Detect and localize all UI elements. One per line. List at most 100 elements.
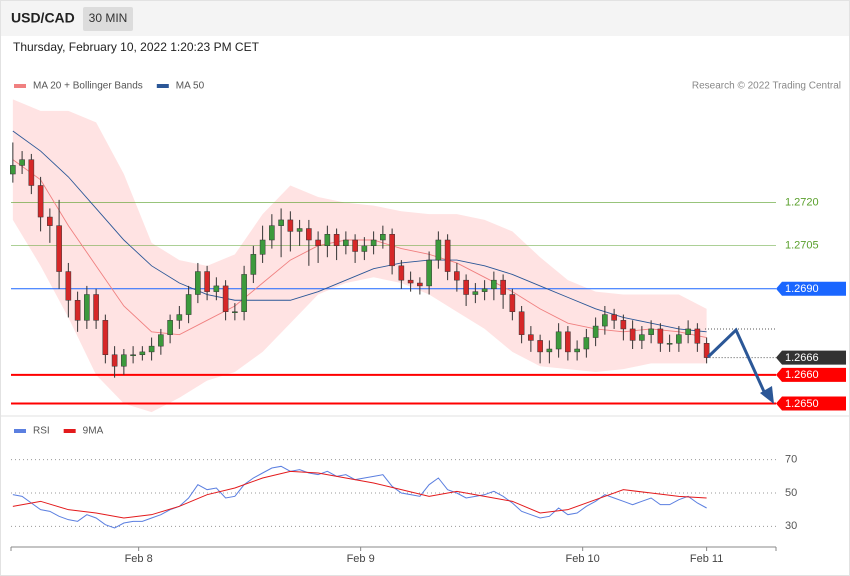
candle-body xyxy=(380,234,386,241)
level-label: 1.2690 xyxy=(785,283,819,295)
candle-body xyxy=(306,228,312,241)
indicator-line xyxy=(12,470,707,519)
candle-body xyxy=(657,328,664,344)
candle-body xyxy=(500,279,506,295)
candle-body xyxy=(398,265,405,281)
candle-body xyxy=(333,234,340,246)
candle-body xyxy=(232,311,238,313)
candle-body xyxy=(639,334,645,341)
candle-body xyxy=(65,271,72,301)
candle-body xyxy=(629,328,636,341)
candle-body xyxy=(213,285,220,292)
candle-body xyxy=(315,239,321,246)
candle-body xyxy=(241,274,247,312)
forecast-arrowhead xyxy=(760,386,774,404)
timestamp: Thursday, February 10, 2022 1:20:23 PM C… xyxy=(13,40,260,54)
candle-body xyxy=(111,354,118,367)
legend-label: MA 20 + Bollinger Bands xyxy=(33,81,143,92)
y-tick-label: 70 xyxy=(785,454,797,466)
candle-body xyxy=(259,239,266,255)
candle-body xyxy=(121,354,127,367)
candle-body xyxy=(389,234,395,267)
moving-average xyxy=(12,159,707,338)
candle-body xyxy=(703,343,710,358)
candle-body xyxy=(204,271,210,292)
candle-body xyxy=(491,279,497,290)
candle-body xyxy=(555,331,562,350)
candle-body xyxy=(324,234,331,246)
candle-body xyxy=(176,314,183,321)
candle-body xyxy=(407,279,414,284)
mark-layer xyxy=(10,130,710,529)
candle-body xyxy=(481,288,488,292)
candle-body xyxy=(546,348,553,353)
candle-body xyxy=(296,228,303,232)
level-tag xyxy=(776,367,846,382)
candle-body xyxy=(10,165,16,175)
candle-body xyxy=(74,299,81,321)
candle-body xyxy=(28,159,35,186)
candle-body xyxy=(565,331,571,353)
legend-swatch xyxy=(14,429,26,433)
candle-body xyxy=(158,334,164,347)
level-label: 1.2650 xyxy=(785,398,819,410)
candle-body xyxy=(454,271,460,281)
candle-body xyxy=(361,245,368,252)
candle-body xyxy=(417,282,423,287)
forecast-arrow xyxy=(706,327,768,397)
candle-body xyxy=(592,325,599,338)
candle-body xyxy=(444,239,451,272)
candle-body xyxy=(583,337,590,350)
level-tag xyxy=(776,281,846,296)
level-tag xyxy=(776,396,846,411)
x-tick-label: Feb 10 xyxy=(566,553,600,565)
candle-body xyxy=(19,159,25,166)
candle-body xyxy=(602,314,608,327)
candle-body xyxy=(37,185,44,218)
timeframe-button[interactable] xyxy=(83,7,133,31)
plot: 1.2720 1.2705 1.2690 1.2666 1.2660 1.2650 MA 2… xyxy=(10,81,846,565)
candle-body xyxy=(685,328,691,335)
candle-body xyxy=(537,340,543,353)
candle-body xyxy=(518,311,525,335)
indicator-line xyxy=(12,465,707,529)
candle-body xyxy=(574,348,580,353)
candle-body xyxy=(426,259,432,287)
y-tick-label: 50 xyxy=(785,487,797,499)
candle-body xyxy=(472,291,479,295)
candle-body xyxy=(130,354,136,357)
candle-body xyxy=(287,219,294,232)
candle-body xyxy=(463,279,469,295)
symbol: USD/CAD xyxy=(11,10,75,26)
legend-swatch xyxy=(63,429,76,433)
candle-body xyxy=(269,225,275,241)
candle-body xyxy=(620,320,627,330)
candle-body xyxy=(648,328,654,335)
bollinger-band xyxy=(12,99,707,413)
x-tick-label: Feb 11 xyxy=(690,553,723,565)
candle-body xyxy=(185,294,192,315)
level-label: 1.2705 xyxy=(785,240,819,252)
candle-body xyxy=(343,239,349,246)
candle-body xyxy=(47,216,53,226)
level-tag xyxy=(776,350,846,365)
candle-body xyxy=(56,225,62,272)
candle-body xyxy=(666,343,673,345)
candle-body xyxy=(370,239,377,246)
candle-body xyxy=(102,320,109,356)
candle-body xyxy=(93,294,99,321)
level-label: 1.2666 xyxy=(785,352,819,364)
x-tick-label: Feb 8 xyxy=(125,553,153,565)
candle-body xyxy=(435,239,442,261)
candle-body xyxy=(676,334,682,344)
candle-body xyxy=(195,271,201,295)
legend-swatch xyxy=(156,84,169,88)
y-tick-label: 30 xyxy=(785,520,797,532)
candle-body xyxy=(278,219,284,226)
candle-body xyxy=(139,351,146,356)
timeframe[interactable]: 30 MIN xyxy=(89,11,128,25)
header-bar xyxy=(1,1,849,36)
level-label: 1.2660 xyxy=(785,369,819,381)
candle-body xyxy=(84,294,90,321)
